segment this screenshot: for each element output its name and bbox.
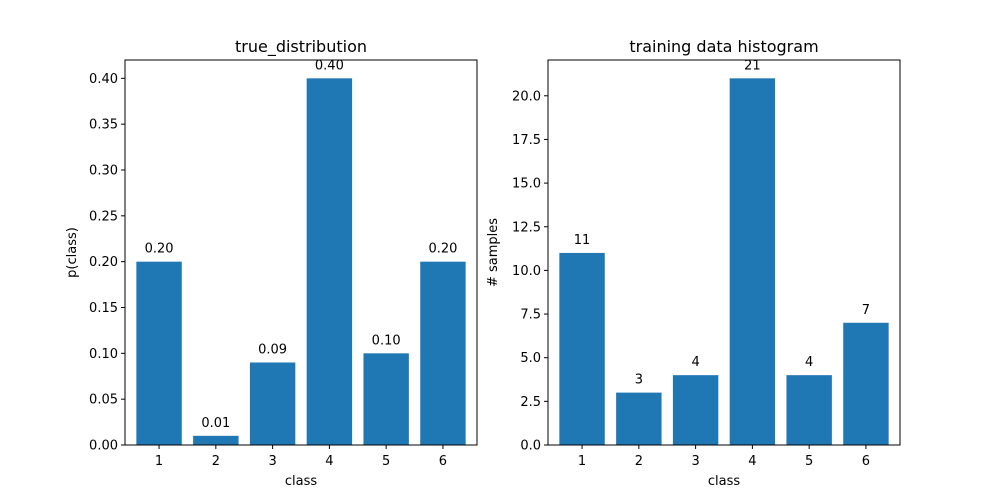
x-axis-label: class bbox=[708, 474, 740, 489]
y-tick-label: 0.40 bbox=[89, 72, 118, 87]
bar-class-4 bbox=[729, 78, 776, 445]
y-tick-label: 0.30 bbox=[89, 164, 118, 179]
data-label: 7 bbox=[862, 303, 870, 318]
data-labels: 0.20 0.01 0.09 0.40 0.10 0.20 bbox=[145, 58, 458, 431]
chart-true-distribution: 0.20 0.01 0.09 0.40 0.10 0.20 0.00 0.05 0.10 0.1… bbox=[65, 37, 478, 489]
y-tick-label: 7.5 bbox=[520, 308, 541, 323]
y-axis-label: p(class) bbox=[65, 227, 80, 278]
x-tick-label: 2 bbox=[212, 454, 220, 469]
data-labels: 11 3 4 21 4 7 bbox=[574, 58, 870, 387]
data-label: 0.01 bbox=[201, 416, 230, 431]
x-tick-label: 2 bbox=[635, 454, 643, 469]
y-tick-label: 0.35 bbox=[89, 118, 118, 133]
x-axis-ticks: 1 2 3 4 5 6 bbox=[155, 445, 447, 469]
bar-class-1 bbox=[559, 252, 605, 445]
data-label: 0.20 bbox=[428, 242, 457, 257]
bars bbox=[136, 78, 466, 445]
data-label: 11 bbox=[574, 233, 591, 248]
chart-title: true_distribution bbox=[235, 37, 367, 57]
y-tick-label: 0.20 bbox=[89, 255, 118, 270]
bar-class-5 bbox=[786, 375, 832, 445]
plot-frame bbox=[547, 59, 901, 446]
x-tick-label: 5 bbox=[805, 454, 813, 469]
y-tick-label: 2.5 bbox=[520, 395, 541, 410]
bar-class-3 bbox=[672, 375, 719, 445]
bar-class-2 bbox=[616, 392, 662, 445]
y-tick-label: 0.10 bbox=[89, 347, 118, 362]
bar-class-2 bbox=[193, 435, 239, 445]
y-tick-label: 0.00 bbox=[89, 439, 118, 454]
y-tick-label: 20.0 bbox=[512, 89, 541, 104]
bar-class-1 bbox=[136, 261, 182, 445]
bar-class-3 bbox=[249, 362, 296, 445]
data-label: 0.09 bbox=[258, 343, 287, 358]
x-tick-label: 6 bbox=[439, 454, 447, 469]
data-label: 4 bbox=[691, 355, 699, 370]
x-tick-label: 3 bbox=[268, 454, 276, 469]
bar-class-4 bbox=[306, 78, 353, 445]
x-axis-ticks: 1 2 3 4 5 6 bbox=[578, 445, 870, 469]
data-label: 0.20 bbox=[145, 242, 174, 257]
y-tick-label: 12.5 bbox=[512, 220, 541, 235]
y-axis-ticks: 0.00 0.05 0.10 0.15 0.20 0.25 0.30 0.35 0.40 bbox=[89, 72, 125, 454]
x-tick-label: 1 bbox=[578, 454, 586, 469]
chart-title: training data histogram bbox=[629, 37, 818, 56]
x-axis-label: class bbox=[285, 474, 317, 489]
data-label: 0.10 bbox=[372, 333, 401, 348]
y-tick-label: 10.0 bbox=[512, 264, 541, 279]
y-tick-label: 17.5 bbox=[512, 133, 541, 148]
data-label: 3 bbox=[635, 373, 643, 388]
bar-class-6 bbox=[843, 322, 889, 445]
data-label: 0.40 bbox=[315, 58, 344, 73]
x-tick-label: 3 bbox=[691, 454, 699, 469]
y-tick-label: 0.05 bbox=[89, 393, 118, 408]
y-tick-label: 15.0 bbox=[512, 177, 541, 192]
y-tick-label: 0.25 bbox=[89, 209, 118, 224]
y-tick-label: 0.15 bbox=[89, 301, 118, 316]
x-tick-label: 4 bbox=[325, 454, 333, 469]
data-label: 21 bbox=[744, 58, 761, 73]
y-tick-label: 0.0 bbox=[520, 439, 541, 454]
data-label: 4 bbox=[805, 355, 813, 370]
x-tick-label: 6 bbox=[862, 454, 870, 469]
y-axis-ticks: 0.0 2.5 5.0 7.5 10.0 12.5 15.0 17.5 20.0 bbox=[512, 89, 548, 454]
y-tick-label: 5.0 bbox=[520, 351, 541, 366]
x-tick-label: 5 bbox=[382, 454, 390, 469]
y-axis-label: # samples bbox=[486, 218, 501, 287]
bar-class-5 bbox=[363, 353, 409, 445]
x-tick-label: 1 bbox=[155, 454, 163, 469]
plot-frame bbox=[124, 59, 478, 446]
bar-class-6 bbox=[420, 261, 466, 445]
x-tick-label: 4 bbox=[748, 454, 756, 469]
bars bbox=[559, 78, 889, 445]
